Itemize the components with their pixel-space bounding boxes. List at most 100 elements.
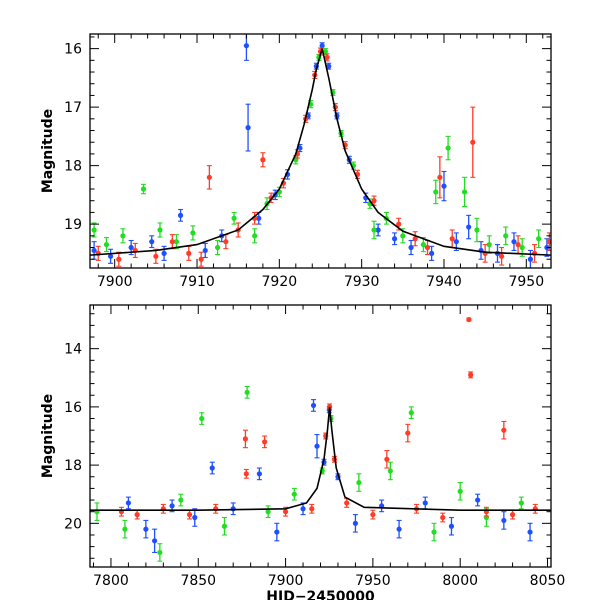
data-point [186,511,193,518]
plot-area [90,316,551,562]
data-point [515,242,521,248]
data-point [408,244,414,251]
data-point [424,244,431,251]
data-point [125,500,132,506]
data-point [169,239,175,245]
data-point [396,526,402,532]
data-point [134,511,140,518]
data-point [375,227,381,233]
data-point [405,430,411,436]
x-tick-label: 7930 [344,274,380,290]
data-point [400,233,406,239]
data-point [221,523,228,529]
data-point [231,215,237,221]
data-point [461,189,468,195]
data-point [440,514,446,521]
x-tick-label: 8050 [530,573,566,589]
series-2 [91,48,542,257]
data-point [387,468,393,474]
plot-frame [89,33,552,269]
data-point [412,236,418,242]
data-point [190,230,196,236]
data-point [511,239,517,245]
series-2 [94,385,524,562]
y-tick-label: 16 [64,400,82,416]
data-point [242,436,249,442]
data-point [314,443,320,449]
data-point [291,491,297,497]
data-point [157,227,163,233]
data-point [198,256,204,262]
data-point [214,244,221,251]
y-tick-label: 18 [64,159,82,175]
data-point [103,242,110,248]
data-point [344,500,350,506]
data-point [503,233,509,239]
data-point [352,520,359,526]
data-point [536,236,542,242]
x-tick-label: 7800 [93,573,129,589]
data-point [546,239,551,245]
data-point [169,503,175,509]
data-point [356,479,362,486]
data-point [244,389,250,395]
data-point [209,465,215,471]
data-point [396,221,402,227]
data-point [120,233,126,239]
panel-2: 7800 7850 7900 7950 8000 8050 14 16 18 20 Magnitud… [40,304,566,600]
data-point [178,497,184,503]
data-point [260,157,266,163]
data-point [206,174,212,180]
data-point [519,244,525,251]
data-point [116,256,122,262]
x-tick-label: 7920 [262,274,298,290]
data-point [448,523,455,529]
y-tick-label: 20 [64,516,82,532]
data-point [322,48,329,55]
data-point [230,506,236,512]
data-point [186,250,192,256]
data-point [384,456,390,462]
data-point [319,43,325,49]
x-tick-label: 7850 [180,573,216,589]
data-point [243,43,250,49]
data-point [457,488,463,494]
data-point [300,506,306,512]
plot-area [90,34,551,268]
series-3 [95,47,551,267]
data-point [475,497,481,503]
data-point [265,509,271,515]
data-point [453,239,459,245]
data-point [518,500,524,506]
data-point [371,198,377,204]
x-tick-label: 7950 [508,274,544,290]
data-point [431,529,437,535]
data-point [256,471,262,477]
data-point [470,139,476,145]
data-point [499,253,505,259]
data-point [282,509,289,515]
data-point [192,514,198,521]
y-tick-label: 19 [64,217,82,233]
data-point [245,125,251,131]
data-point [429,250,435,256]
x-tick-label: 8000 [442,573,478,589]
data-point [474,227,480,233]
data-point [252,233,258,239]
data-point [449,236,455,242]
data-point [422,500,428,506]
data-point [91,247,97,254]
data-point [466,224,472,230]
model-curve [90,406,551,512]
data-point [152,538,158,544]
data-point [262,439,268,445]
data-point [527,256,534,262]
data-point [143,526,149,532]
data-point [408,410,414,416]
data-point [107,253,114,259]
data-point [370,511,376,518]
x-tick-label: 7950 [355,573,391,589]
y-tick-label: 14 [64,342,82,358]
data-point [324,54,330,61]
data-point [468,372,474,378]
